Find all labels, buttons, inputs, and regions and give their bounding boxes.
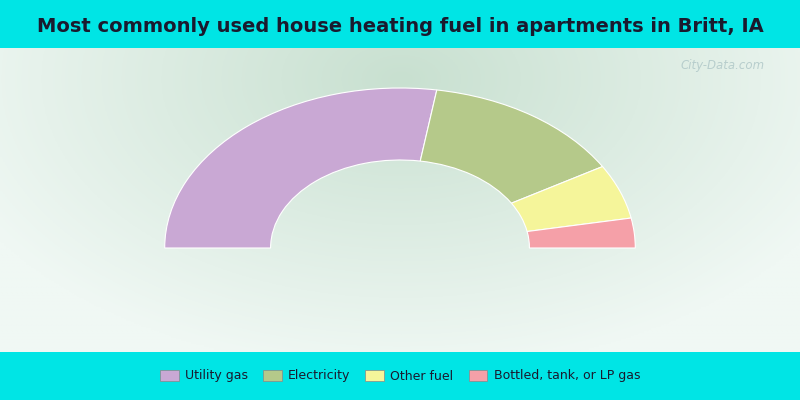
Wedge shape	[165, 88, 437, 248]
Wedge shape	[511, 166, 631, 232]
Text: City-Data.com: City-Data.com	[681, 59, 765, 72]
Text: Most commonly used house heating fuel in apartments in Britt, IA: Most commonly used house heating fuel in…	[37, 17, 763, 36]
Legend: Utility gas, Electricity, Other fuel, Bottled, tank, or LP gas: Utility gas, Electricity, Other fuel, Bo…	[155, 364, 645, 388]
Wedge shape	[420, 90, 602, 203]
Wedge shape	[527, 218, 635, 248]
